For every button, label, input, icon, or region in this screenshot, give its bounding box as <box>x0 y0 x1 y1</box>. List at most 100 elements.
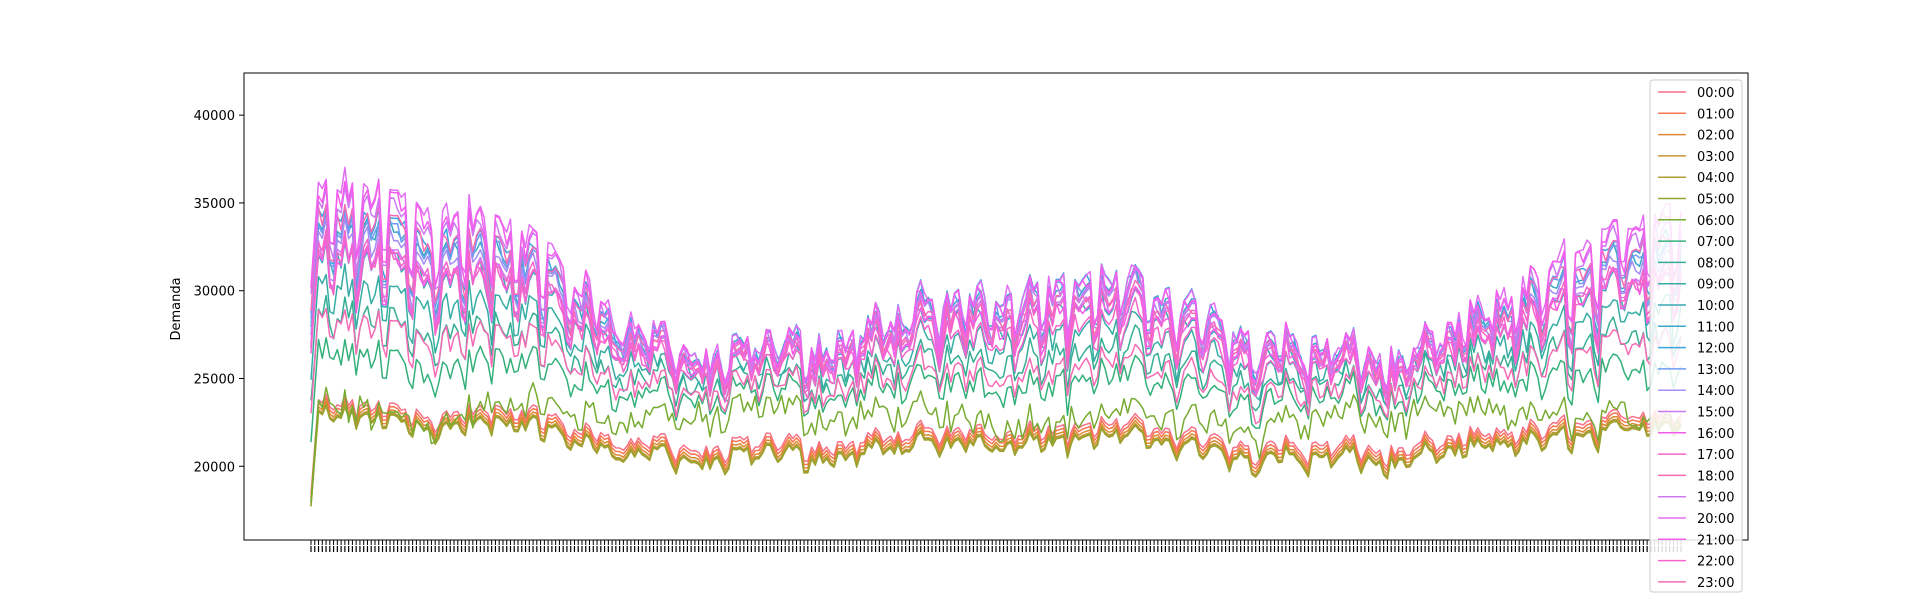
x-tick-label <box>1526 546 1528 552</box>
x-tick-label <box>1172 546 1174 552</box>
x-tick-label <box>1563 546 1565 552</box>
x-tick-label <box>822 546 824 552</box>
x-tick-label <box>1221 546 1223 552</box>
x-tick-label <box>908 546 911 552</box>
x-tick-label <box>1638 546 1641 552</box>
x-tick-label <box>1631 546 1633 552</box>
x-tick-label <box>336 546 338 552</box>
x-tick-label <box>562 546 564 552</box>
x-tick-label <box>1341 546 1343 552</box>
x-tick-label <box>536 546 538 552</box>
x-tick-label <box>1616 546 1618 552</box>
x-tick-label <box>667 546 670 552</box>
x-tick-label <box>494 546 497 552</box>
x-tick-label <box>720 546 722 552</box>
x-tick-label <box>1334 546 1336 552</box>
x-tick-label <box>1548 546 1550 552</box>
x-tick-label <box>1356 546 1358 552</box>
x-tick-label <box>912 546 914 552</box>
x-tick-label <box>1488 546 1490 552</box>
x-tick-label <box>408 546 410 552</box>
x-tick-label <box>329 546 331 552</box>
x-tick-label <box>649 546 651 552</box>
x-tick-label <box>728 546 730 552</box>
x-tick-label <box>882 546 884 552</box>
x-tick-label <box>1420 546 1422 552</box>
series-line-5 <box>310 404 1682 506</box>
x-tick-label <box>445 546 448 552</box>
series-line-6 <box>310 382 1682 503</box>
y-tick-label: 30000 <box>194 285 235 300</box>
y-tick-label: 25000 <box>194 372 235 387</box>
legend-label: 04:00 <box>1697 171 1734 186</box>
x-tick-label <box>1559 546 1562 552</box>
x-tick-label <box>1066 546 1069 552</box>
x-tick-label <box>1074 546 1076 552</box>
x-tick-label <box>1469 546 1471 552</box>
x-tick-label <box>1168 546 1170 552</box>
x-tick-label <box>716 546 719 552</box>
x-tick-label <box>1514 546 1516 552</box>
x-tick-label <box>916 546 918 552</box>
x-tick-label <box>758 546 760 552</box>
x-tick-label <box>1145 546 1148 552</box>
x-tick-label <box>434 546 436 552</box>
x-tick-label <box>1495 546 1498 552</box>
x-tick-label <box>404 546 406 552</box>
x-tick-label <box>1518 546 1520 552</box>
x-tick-label <box>1507 546 1509 552</box>
x-tick-label <box>1642 546 1644 552</box>
legend-label: 09:00 <box>1697 278 1734 293</box>
x-tick-label <box>592 546 594 552</box>
x-tick-label <box>1529 546 1532 552</box>
x-tick-label <box>1123 546 1125 552</box>
x-tick-label <box>1409 546 1411 552</box>
x-tick-label <box>656 546 658 552</box>
x-tick-label <box>773 546 775 552</box>
x-tick-label <box>1153 546 1155 552</box>
x-tick-label <box>1288 546 1291 552</box>
x-tick-label <box>995 546 997 552</box>
x-tick-label <box>1590 546 1592 552</box>
x-tick-label <box>1454 546 1456 552</box>
x-tick-label <box>423 546 425 552</box>
x-tick-label <box>355 546 357 552</box>
x-tick-label <box>1398 546 1400 552</box>
x-tick-label <box>1270 546 1272 552</box>
x-tick-label <box>442 546 444 552</box>
x-tick-label <box>1285 546 1287 552</box>
x-tick-label <box>1405 546 1407 552</box>
x-tick-label <box>1492 546 1494 552</box>
x-tick-label <box>807 546 809 552</box>
x-tick-label <box>524 546 527 552</box>
x-tick-label <box>890 546 892 552</box>
x-tick-label <box>848 546 850 552</box>
x-tick-label <box>517 546 519 552</box>
x-tick-label <box>1386 546 1389 552</box>
x-tick-label <box>777 546 779 552</box>
x-tick-label <box>1582 546 1584 552</box>
x-tick-label <box>1206 546 1208 552</box>
x-tick-label <box>701 546 704 552</box>
x-tick-label <box>1044 546 1046 552</box>
x-tick-label <box>603 546 606 552</box>
x-tick-label <box>1127 546 1129 552</box>
x-tick-label <box>363 546 365 552</box>
x-tick-label <box>321 546 323 552</box>
legend-label: 16:00 <box>1697 427 1734 442</box>
x-tick-label <box>359 546 361 552</box>
series-line-21 <box>310 180 1682 390</box>
x-tick-label <box>1292 546 1294 552</box>
x-tick-label <box>1277 546 1279 552</box>
x-tick-label <box>788 546 790 552</box>
x-tick-label <box>1567 546 1569 552</box>
x-tick-label <box>1315 546 1317 552</box>
x-tick-label <box>1247 546 1249 552</box>
x-tick-label <box>1093 546 1095 552</box>
x-tick-label <box>419 546 421 552</box>
x-tick-label <box>378 546 380 552</box>
x-tick-label <box>826 546 828 552</box>
x-tick-label <box>645 546 647 552</box>
x-tick-label <box>792 546 794 552</box>
